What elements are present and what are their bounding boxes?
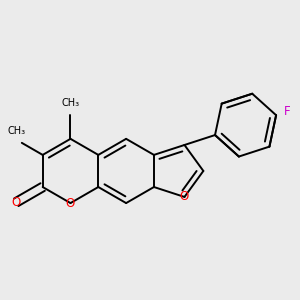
Text: O: O <box>12 196 21 209</box>
Text: CH₃: CH₃ <box>8 126 26 136</box>
Text: O: O <box>66 196 75 210</box>
Text: O: O <box>180 190 189 203</box>
Text: CH₃: CH₃ <box>61 98 80 108</box>
Text: F: F <box>284 105 291 118</box>
